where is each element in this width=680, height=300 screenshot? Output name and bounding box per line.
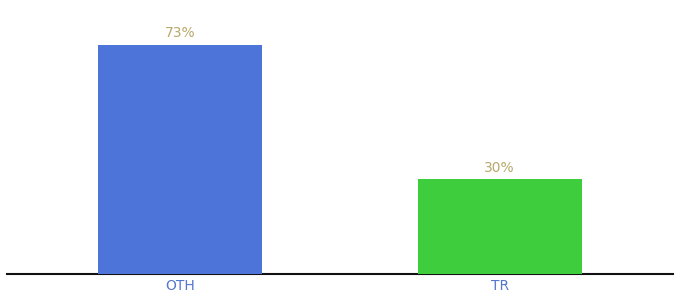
Bar (418, 179, 582, 274)
Text: 30%: 30% (484, 161, 515, 175)
Text: 73%: 73% (165, 26, 196, 40)
Bar (98, 45, 262, 274)
